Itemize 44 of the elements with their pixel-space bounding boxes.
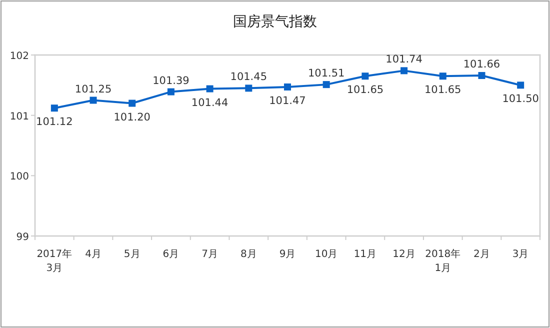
point [50,104,58,112]
point [245,84,252,92]
point [206,85,214,92]
x-tick-label: 9月 [279,249,296,260]
data-label: 101.74 [386,54,423,66]
data-label: 101.51 [308,68,345,80]
data-label: 101.66 [463,58,500,71]
y-tick-label: 100 [10,172,29,183]
point [400,67,408,74]
x-tick-label: 7月 [202,249,218,260]
data-label: 101.25 [74,83,112,96]
point [322,81,330,88]
y-tick-label: 99 [16,232,29,243]
data-label: 101.50 [502,93,539,106]
x-tick-label: 2017年 3月 [36,248,72,274]
x-tick-label: 10月 [314,249,338,260]
data-label: 101.20 [114,111,150,124]
chart-title: 国房景气指数 [233,14,317,30]
x-tick-label: 8月 [240,249,257,260]
point [362,72,369,80]
x-tick-label: 5月 [124,249,140,260]
data-label: 101.44 [191,96,228,109]
data-label: 101.45 [230,71,268,84]
data-label: 101.39 [152,74,190,87]
x-tick-label: 3月 [512,249,529,260]
x-tick-label: 12月 [392,249,416,260]
point [284,83,291,90]
data-label: 101.65 [346,84,384,96]
y-tick-label: 101 [10,111,29,122]
data-label: 101.65 [424,84,462,96]
point [439,72,446,80]
x-tick-label: 6月 [162,249,180,260]
x-tick-label: 11月 [354,249,377,260]
point [517,82,524,89]
x-tick-label: 2月 [474,249,490,260]
y-tick-label: 102 [10,51,29,62]
x-tick-label: 4月 [85,249,102,260]
point [478,72,486,80]
x-tick-label: 2018年 1月 [425,248,461,274]
data-label: 101.47 [269,94,306,107]
point [90,96,97,104]
point [167,88,174,96]
point [128,100,136,107]
data-label: 101.12 [36,116,73,128]
